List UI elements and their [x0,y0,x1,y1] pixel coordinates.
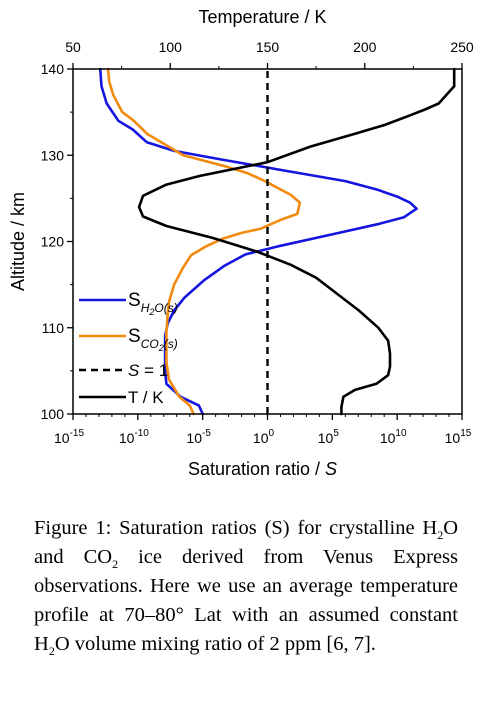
caption-text: O and CO [34,517,458,568]
x-bottom-tick-label: 100 [253,428,275,446]
caption-text: O volume mixing ratio of 2 ppm [6, 7]. [54,633,376,655]
x-top-tick-label: 100 [159,39,183,55]
y-tick-label: 120 [41,234,65,250]
y-tick-label: 110 [42,320,65,336]
legend-label: SCO2(s) [128,326,178,353]
x-top-tick-label: 150 [256,39,280,55]
chart-svg: 10-15 10-10 10-5 100 105 1010 1015 50 100 150 200 2… [8,7,474,479]
caption-subscript: 2 [48,644,55,659]
caption-text: Figure 1: Saturation ratios (S) for crys… [34,517,438,539]
y-tick-label: 100 [41,406,65,422]
legend: SH2O(s) SCO2(s) S = 1 T / K [79,290,178,407]
x-top-axis-title: Temperature / K [198,7,326,27]
y-tick-label: 130 [41,147,65,163]
legend-entry-sco2: SCO2(s) [79,326,178,353]
series-line-temp [137,67,456,416]
legend-label: S = 1 [128,361,168,380]
x-bottom-tick-label: 10-15 [54,428,84,446]
figure-caption: Figure 1: Saturation ratios (S) for crys… [34,514,458,659]
x-bottom-tick-label: 10-5 [186,428,211,446]
series-layer [98,67,456,416]
legend-entry-sh2o: SH2O(s) [79,290,178,317]
legend-entry-temp: T / K [79,388,164,407]
x-top-tick-label: 50 [65,39,81,55]
caption-text: ice derived from Venus Express observati… [34,546,458,655]
x-bottom-axis-title: Saturation ratio / S [188,459,337,479]
y-axis-title: Altitude / km [8,192,28,291]
caption-subscript: 2 [437,528,444,543]
legend-label: SH2O(s) [128,290,178,317]
saturation-chart: 10-15 10-10 10-5 100 105 1010 1015 50 100 150 200 2… [8,7,474,479]
x-bottom-tick-label: 10-10 [119,428,149,446]
x-bottom-tick-label: 1010 [380,428,407,446]
x-bottom-tick-label: 105 [318,428,340,446]
x-top-tick-label: 250 [450,39,474,55]
axes-layer: 10-15 10-10 10-5 100 105 1010 1015 50 100 150 200 2… [8,7,474,479]
y-tick-label: 140 [41,61,65,77]
caption-subscript: 2 [112,557,119,572]
legend-entry-s1: S = 1 [79,361,168,380]
series-line-sco2 [106,67,302,416]
x-bottom-tick-label: 1015 [445,428,472,446]
x-top-tick-label: 200 [353,39,377,55]
legend-label: T / K [128,388,164,407]
